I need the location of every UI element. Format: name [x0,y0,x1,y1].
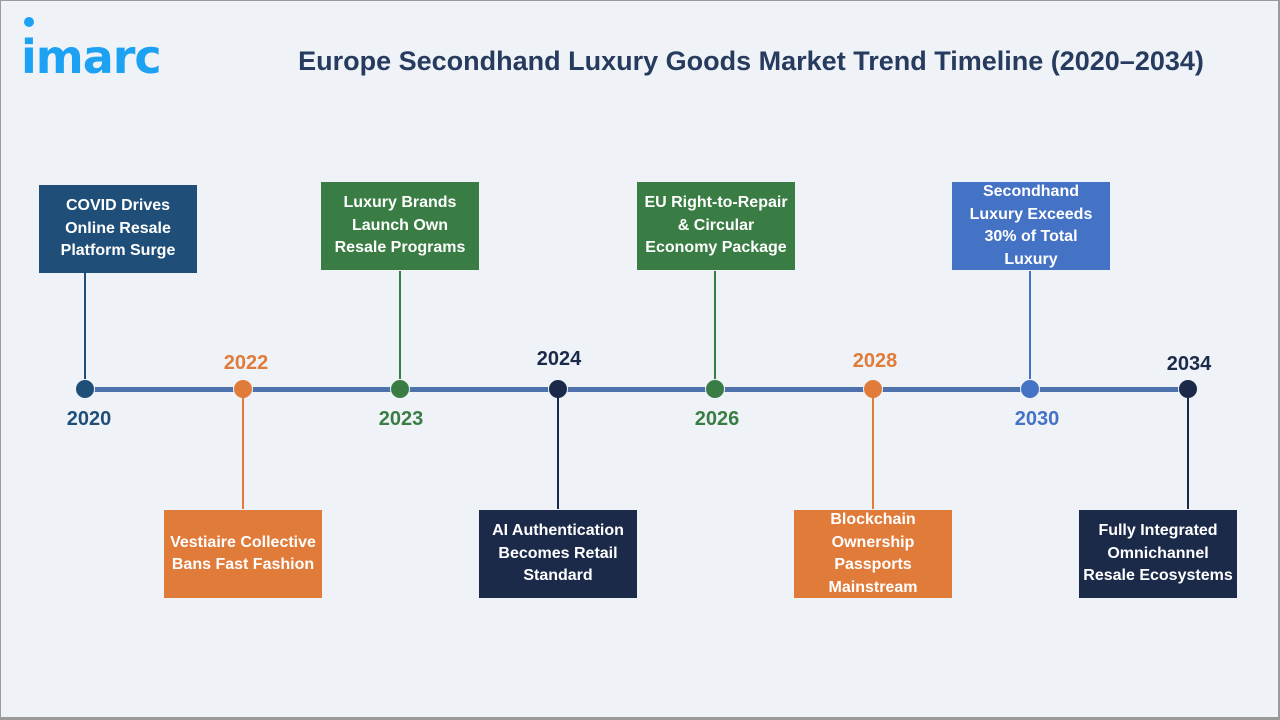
event-text: Secondhand Luxury Exceeds 30% of Total L… [969,183,1093,268]
timeline-dot-2022 [233,379,253,399]
timeline-dot-2028 [863,379,883,399]
event-stem-2022 [242,397,244,509]
year-label-2022: 2022 [223,352,269,374]
event-box-2030: Secondhand Luxury Exceeds 30% of Total L… [952,182,1110,270]
logo-text: imarc [21,30,162,84]
year-label-2028: 2028 [852,350,898,372]
year-label-2020: 2020 [66,408,112,430]
event-text: Vestiaire Collective Bans Fast Fashion [170,533,316,574]
imarc-logo: imarc [21,15,201,85]
timeline-dot-2020 [75,379,95,399]
timeline-dot-2024 [548,379,568,399]
event-text: Fully Integrated Omnichannel Resale Ecos… [1083,522,1233,585]
event-box-2026: EU Right-to-Repair & Circular Economy Pa… [637,182,795,270]
timeline-dot-2026 [705,379,725,399]
event-box-2028: Blockchain Ownership Passports Mainstrea… [794,510,952,598]
event-text: Blockchain Ownership Passports Mainstrea… [828,511,918,596]
timeline-dot-2030 [1020,379,1040,399]
year-label-2030: 2030 [1014,408,1060,430]
logo-dot-icon [24,17,34,27]
year-label-2026: 2026 [694,408,740,430]
event-text: AI Authentication Becomes Retail Standar… [492,522,624,585]
event-stem-2024 [557,397,559,509]
event-box-2024: AI Authentication Becomes Retail Standar… [479,510,637,598]
year-label-2024: 2024 [536,348,582,370]
event-stem-2034 [1187,397,1189,509]
timeline-dot-2034 [1178,379,1198,399]
year-label-2034: 2034 [1166,353,1212,375]
timeline-dot-2023 [390,379,410,399]
page-title: Europe Secondhand Luxury Goods Market Tr… [298,46,1204,76]
event-text: EU Right-to-Repair & Circular Economy Pa… [644,194,788,257]
event-text: COVID Drives Online Resale Platform Surg… [60,197,176,260]
event-stem-2030 [1029,271,1031,381]
event-box-2022: Vestiaire Collective Bans Fast Fashion [164,510,322,598]
event-box-2023: Luxury Brands Launch Own Resale Programs [321,182,479,270]
event-stem-2026 [714,271,716,381]
event-box-2034: Fully Integrated Omnichannel Resale Ecos… [1079,510,1237,598]
event-stem-2020 [84,273,86,381]
timeline-axis [85,387,1188,392]
event-stem-2023 [399,271,401,381]
event-box-2020: COVID Drives Online Resale Platform Surg… [39,185,197,273]
event-stem-2028 [872,397,874,509]
event-text: Luxury Brands Launch Own Resale Programs [334,194,466,257]
year-label-2023: 2023 [378,408,424,430]
